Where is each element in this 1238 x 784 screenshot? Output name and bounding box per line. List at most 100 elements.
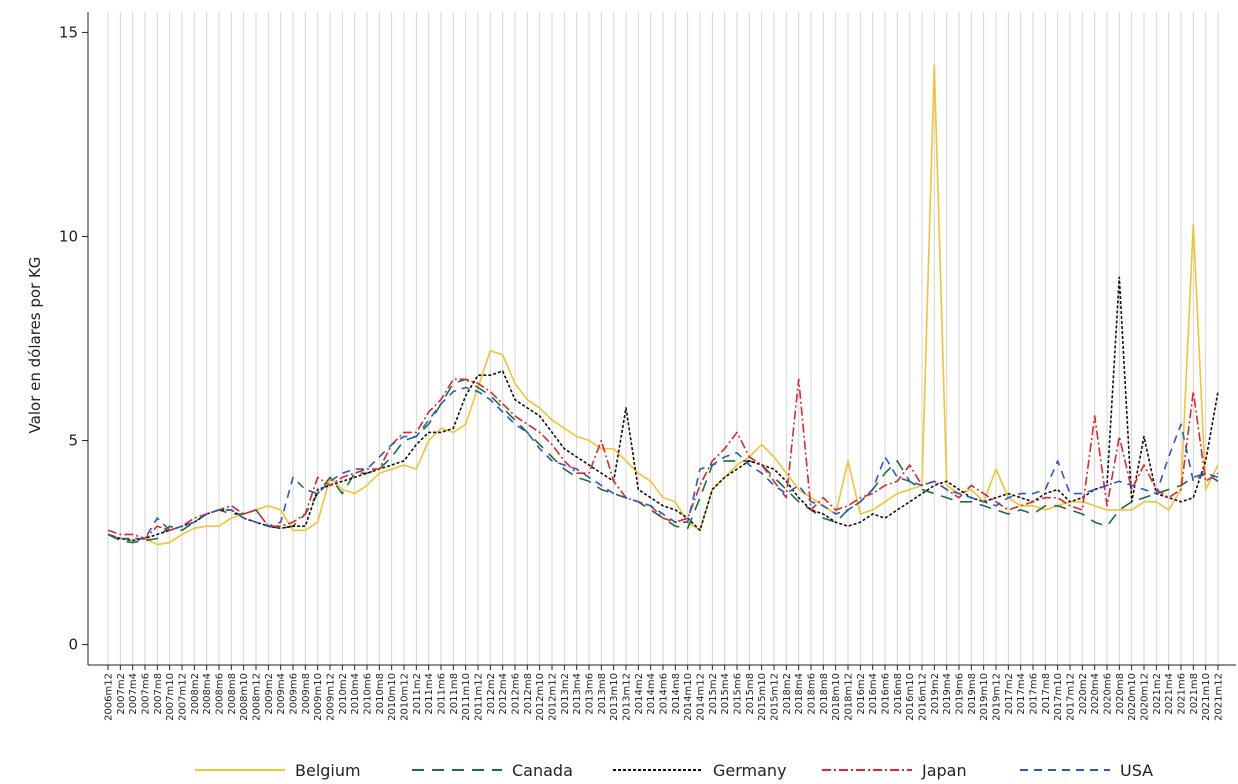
x-tick-label: 2014m8 bbox=[671, 673, 682, 715]
x-tick-label: 2018m10 bbox=[831, 673, 842, 721]
x-tick-label: 2009m12 bbox=[326, 673, 337, 721]
x-tick-label: 2015m8 bbox=[745, 673, 756, 715]
x-tick-label: 2011m2 bbox=[412, 673, 423, 715]
x-tick-label: 2014m6 bbox=[659, 673, 670, 715]
x-tick-label: 2018m8 bbox=[819, 673, 830, 715]
x-tick-label: 2007m12 bbox=[178, 673, 189, 721]
x-tick-label: 2017m4 bbox=[1016, 673, 1027, 715]
y-tick-label: 0 bbox=[68, 636, 78, 654]
legend-label: Belgium bbox=[295, 761, 361, 780]
x-tick-label: 2009m10 bbox=[313, 673, 324, 721]
x-tick-label: 2017m12 bbox=[1066, 673, 1077, 721]
x-tick-label: 2016m2 bbox=[856, 673, 867, 715]
x-tick-label: 2007m2 bbox=[116, 673, 127, 715]
x-tick-label: 2006m12 bbox=[104, 673, 115, 721]
legend-label: Japan bbox=[921, 761, 967, 780]
x-tick-label: 2007m10 bbox=[165, 673, 176, 721]
x-tick-label: 2018m12 bbox=[844, 673, 855, 721]
y-tick-label: 10 bbox=[59, 227, 78, 245]
x-tick-label: 2008m12 bbox=[252, 673, 263, 721]
x-tick-label: 2014m4 bbox=[646, 673, 657, 715]
x-tick-label: 2007m8 bbox=[153, 673, 164, 715]
x-tick-label: 2021m4 bbox=[1164, 673, 1175, 715]
x-tick-label: 2014m2 bbox=[634, 673, 645, 715]
x-tick-label: 2009m6 bbox=[289, 673, 300, 715]
x-tick-label: 2009m2 bbox=[264, 673, 275, 715]
x-tick-label: 2010m10 bbox=[387, 673, 398, 721]
x-tick-label: 2020m4 bbox=[1090, 673, 1101, 715]
x-tick-label: 2011m12 bbox=[474, 673, 485, 721]
x-tick-label: 2010m4 bbox=[350, 673, 361, 715]
x-tick-label: 2017m8 bbox=[1041, 673, 1052, 715]
x-tick-label: 2012m2 bbox=[486, 673, 497, 715]
x-tick-label: 2014m10 bbox=[683, 673, 694, 721]
x-tick-label: 2015m12 bbox=[770, 673, 781, 721]
x-tick-label: 2009m4 bbox=[276, 673, 287, 715]
x-tick-label: 2019m2 bbox=[930, 673, 941, 715]
x-tick-label: 2008m10 bbox=[239, 673, 250, 721]
x-tick-label: 2012m10 bbox=[535, 673, 546, 721]
legend-label: Germany bbox=[713, 761, 787, 780]
x-tick-label: 2010m6 bbox=[363, 673, 374, 715]
x-tick-label: 2020m2 bbox=[1078, 673, 1089, 715]
x-tick-label: 2021m2 bbox=[1152, 673, 1163, 715]
x-tick-label: 2012m8 bbox=[523, 673, 534, 715]
x-tick-label: 2013m8 bbox=[597, 673, 608, 715]
x-tick-label: 2017m6 bbox=[1029, 673, 1040, 715]
x-tick-label: 2007m6 bbox=[141, 673, 152, 715]
x-tick-label: 2011m6 bbox=[437, 673, 448, 715]
x-tick-label: 2016m12 bbox=[918, 673, 929, 721]
x-tick-label: 2016m6 bbox=[881, 673, 892, 715]
x-tick-label: 2008m8 bbox=[227, 673, 238, 715]
x-tick-label: 2017m2 bbox=[1004, 673, 1015, 715]
y-tick-label: 5 bbox=[68, 432, 78, 450]
x-tick-label: 2011m10 bbox=[461, 673, 472, 721]
x-tick-label: 2021m10 bbox=[1201, 673, 1212, 721]
x-tick-label: 2019m4 bbox=[942, 673, 953, 715]
x-tick-label: 2013m2 bbox=[560, 673, 571, 715]
x-tick-label: 2008m6 bbox=[215, 673, 226, 715]
x-tick-label: 2017m10 bbox=[1053, 673, 1064, 721]
x-tick-label: 2010m12 bbox=[400, 673, 411, 721]
x-tick-label: 2008m2 bbox=[190, 673, 201, 715]
x-tick-label: 2010m2 bbox=[338, 673, 349, 715]
x-tick-label: 2016m4 bbox=[868, 673, 879, 715]
x-tick-label: 2009m8 bbox=[301, 673, 312, 715]
x-tick-label: 2015m10 bbox=[757, 673, 768, 721]
x-tick-label: 2018m4 bbox=[794, 673, 805, 715]
x-tick-label: 2011m8 bbox=[449, 673, 460, 715]
x-tick-label: 2018m6 bbox=[807, 673, 818, 715]
x-tick-label: 2008m4 bbox=[202, 673, 213, 715]
series-line bbox=[107, 386, 1219, 540]
x-tick-label: 2013m10 bbox=[609, 673, 620, 721]
x-tick-label: 2021m6 bbox=[1177, 673, 1188, 715]
x-tick-label: 2012m4 bbox=[498, 673, 509, 715]
x-tick-label: 2012m6 bbox=[511, 673, 522, 715]
x-tick-label: 2015m6 bbox=[733, 673, 744, 715]
x-tick-label: 2020m6 bbox=[1103, 673, 1114, 715]
x-tick-label: 2019m8 bbox=[967, 673, 978, 715]
x-tick-label: 2018m2 bbox=[782, 673, 793, 715]
x-tick-label: 2015m4 bbox=[720, 673, 731, 715]
x-tick-label: 2019m10 bbox=[979, 673, 990, 721]
x-tick-label: 2019m6 bbox=[955, 673, 966, 715]
x-tick-label: 2010m8 bbox=[375, 673, 386, 715]
series-line bbox=[107, 64, 1219, 546]
x-tick-label: 2013m6 bbox=[585, 673, 596, 715]
y-axis-label: Valor en dólares por KG bbox=[26, 257, 44, 434]
x-tick-label: 2019m12 bbox=[992, 673, 1003, 721]
x-tick-label: 2016m8 bbox=[893, 673, 904, 715]
x-tick-label: 2013m12 bbox=[622, 673, 633, 721]
x-tick-label: 2014m12 bbox=[696, 673, 707, 721]
x-tick-label: 2020m10 bbox=[1127, 673, 1138, 721]
x-tick-label: 2011m4 bbox=[424, 673, 435, 715]
legend-label: USA bbox=[1120, 761, 1153, 780]
x-tick-label: 2012m12 bbox=[548, 673, 559, 721]
x-tick-label: 2021m8 bbox=[1189, 673, 1200, 715]
x-tick-label: 2021m12 bbox=[1214, 673, 1225, 721]
x-tick-label: 2013m4 bbox=[572, 673, 583, 715]
x-tick-label: 2020m12 bbox=[1140, 673, 1151, 721]
x-tick-label: 2020m8 bbox=[1115, 673, 1126, 715]
y-tick-label: 15 bbox=[59, 23, 78, 41]
